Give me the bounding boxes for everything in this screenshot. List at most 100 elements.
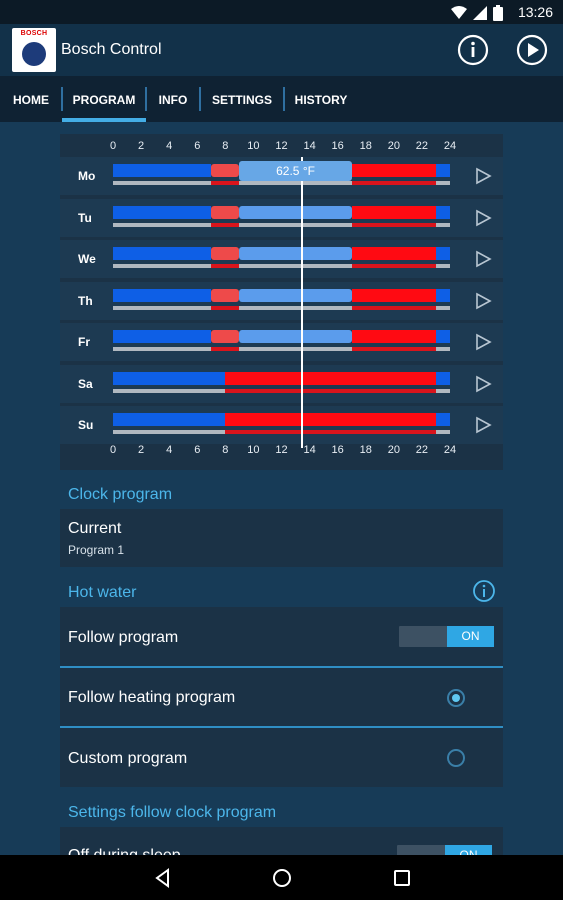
hour-tick-label: 18	[359, 140, 372, 152]
tab-settings[interactable]: SETTINGS	[211, 93, 272, 107]
schedule-strip	[435, 347, 450, 351]
current-temperature-badge[interactable]: 62.5 °F	[239, 161, 352, 181]
schedule-segment-warm[interactable]	[351, 288, 436, 302]
schedule-segment-warm[interactable]	[351, 330, 436, 343]
schedule-segment-warm[interactable]	[225, 371, 436, 385]
hour-tick-label: 0	[109, 444, 117, 456]
status-icons	[451, 5, 503, 21]
schedule-segment-selected[interactable]	[239, 330, 352, 343]
thermostat-logo-icon	[22, 42, 46, 66]
weekly-schedule: 0 2 4 6 8 10 12 14 16 18 20 22 24 0 2 4 6 8 10 12 14 16 18 20 22…	[60, 134, 503, 470]
schedule-strip	[435, 181, 450, 185]
tab-bar: HOME PROGRAM INFO SETTINGS HISTORY	[0, 76, 563, 122]
schedule-strip	[113, 388, 226, 393]
home-icon[interactable]	[271, 867, 293, 889]
schedule-strip	[351, 222, 436, 227]
schedule-segment-cold[interactable]	[113, 371, 226, 385]
schedule-strip	[225, 430, 436, 434]
schedule-segment-cold[interactable]	[113, 164, 212, 177]
day-label: Su	[78, 418, 94, 432]
wifi-icon	[451, 6, 467, 19]
follow-heating-program-radio[interactable]	[447, 689, 465, 707]
schedule-segment-transition[interactable]	[211, 247, 240, 260]
hour-tick-label: 14	[303, 444, 316, 456]
info-circle-icon[interactable]	[472, 579, 496, 603]
radio-selected-dot	[452, 694, 460, 702]
schedule-segment-cold[interactable]	[435, 288, 450, 302]
schedule-segment-warm[interactable]	[225, 413, 436, 426]
schedule-strip	[351, 264, 436, 268]
hour-tick-label: 24	[443, 444, 457, 456]
custom-program-radio[interactable]	[447, 749, 465, 767]
play-day-icon[interactable]	[474, 333, 492, 351]
current-program-card[interactable]: Current Program 1	[60, 509, 503, 567]
play-day-icon[interactable]	[474, 167, 492, 185]
info-circle-icon[interactable]	[457, 34, 489, 66]
custom-program-option[interactable]: Custom program	[60, 728, 503, 787]
schedule-segment-cold[interactable]	[113, 330, 212, 343]
schedule-segment-selected[interactable]	[239, 288, 352, 302]
play-circle-icon[interactable]	[516, 34, 548, 66]
schedule-segment-cold[interactable]	[113, 288, 212, 302]
schedule-strip	[435, 430, 450, 434]
follow-program-row[interactable]: Follow program ON	[60, 607, 503, 666]
current-time-line	[301, 157, 304, 448]
tab-program[interactable]: PROGRAM	[72, 93, 136, 107]
current-program-title: Current	[68, 520, 122, 537]
schedule-strip	[211, 264, 240, 268]
schedule-strip	[113, 181, 212, 185]
schedule-segment-transition[interactable]	[211, 288, 240, 302]
hour-tick-label: 6	[194, 444, 201, 456]
back-icon[interactable]	[152, 867, 174, 889]
schedule-segment-cold[interactable]	[113, 247, 212, 260]
schedule-segment-cold[interactable]	[113, 413, 226, 426]
battery-icon	[493, 5, 503, 21]
schedule-segment-cold[interactable]	[435, 205, 450, 219]
off-during-sleep-row[interactable]: Off during sleep ON	[60, 827, 503, 855]
hour-tick-label: 8	[222, 140, 229, 152]
schedule-segment-selected[interactable]	[239, 247, 352, 260]
schedule-segment-cold[interactable]	[435, 330, 450, 343]
hour-tick-label: 6	[194, 140, 201, 152]
hour-tick-label: 22	[415, 444, 429, 456]
schedule-segment-cold[interactable]	[435, 413, 450, 426]
logo-text: BOSCH	[20, 30, 48, 37]
tab-history[interactable]: HISTORY	[294, 93, 348, 107]
schedule-strip	[239, 347, 352, 351]
schedule-segment-warm[interactable]	[351, 205, 436, 219]
play-day-icon[interactable]	[474, 250, 492, 268]
play-day-icon[interactable]	[474, 292, 492, 310]
off-during-sleep-label: Off during sleep	[68, 847, 181, 855]
schedule-segment-cold[interactable]	[435, 371, 450, 385]
tab-separator	[199, 87, 201, 111]
recents-icon[interactable]	[391, 867, 413, 889]
follow-program-toggle[interactable]: ON	[399, 626, 494, 647]
play-day-icon[interactable]	[474, 375, 492, 393]
tab-separator	[145, 87, 147, 111]
schedule-segment-cold[interactable]	[113, 205, 212, 219]
schedule-strip	[225, 388, 436, 393]
off-during-sleep-toggle[interactable]: ON	[397, 845, 492, 855]
schedule-segment-cold[interactable]	[435, 164, 450, 177]
tab-info[interactable]: INFO	[158, 93, 188, 107]
schedule-segment-transition[interactable]	[211, 164, 240, 177]
follow-heating-program-label: Follow heating program	[68, 689, 236, 706]
follow-heating-program-option[interactable]: Follow heating program	[60, 668, 503, 726]
app-bar: BOSCH Bosch Control	[0, 24, 563, 76]
play-day-icon[interactable]	[474, 209, 492, 227]
schedule-segment-warm[interactable]	[351, 247, 436, 260]
hour-tick-label: 16	[331, 140, 344, 152]
play-day-icon[interactable]	[474, 416, 492, 434]
schedule-strip	[239, 181, 352, 185]
schedule-strip	[211, 347, 240, 351]
schedule-segment-selected[interactable]	[239, 205, 352, 219]
hour-tick-label: 22	[415, 140, 429, 152]
schedule-segment-transition[interactable]	[211, 330, 240, 343]
tab-home[interactable]: HOME	[13, 93, 49, 107]
schedule-strip	[239, 264, 352, 268]
schedule-segment-cold[interactable]	[435, 247, 450, 260]
schedule-segment-warm[interactable]	[351, 164, 436, 177]
schedule-segment-transition[interactable]	[211, 205, 240, 219]
schedule-strip	[113, 264, 212, 268]
hour-tick-label: 14	[303, 140, 316, 152]
